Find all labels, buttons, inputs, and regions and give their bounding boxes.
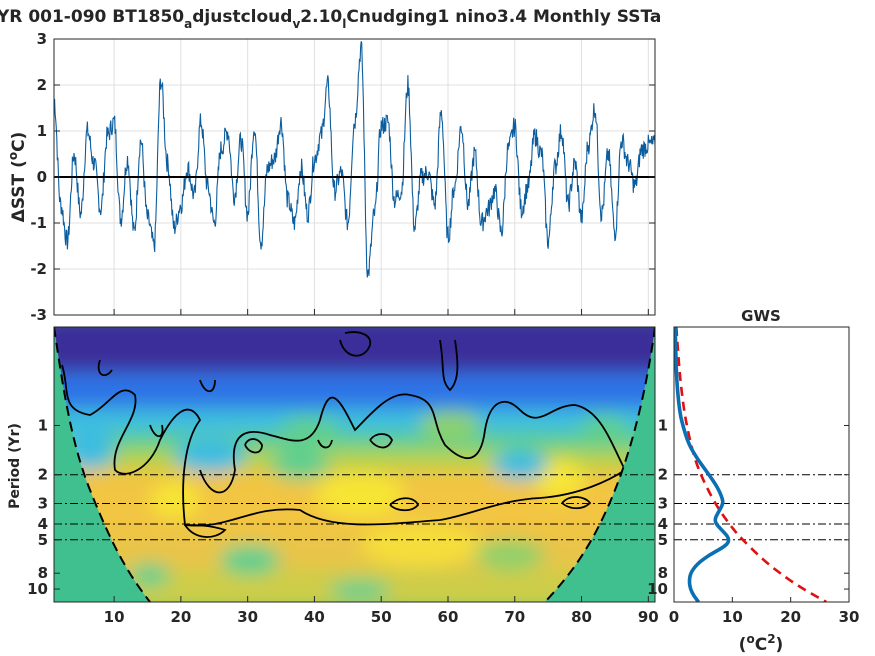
wavelet-x-tick-label: 60: [438, 608, 459, 626]
gws-x-ticks: 0 10 20 30: [669, 597, 860, 626]
timeseries-y-tick-label: 1: [37, 122, 47, 140]
gws-x-axis-label: (oC2): [739, 632, 784, 655]
gws-y-tick-label: 10: [647, 580, 668, 598]
wavelet-x-ticks: 10 20 30 40 50 60 70 80 90: [104, 596, 659, 626]
gws-title: GWS: [741, 307, 781, 325]
gws-x-tick-label: 0: [669, 608, 679, 626]
timeseries-panel: -3 -2 -1 0 1 2 3 ΔSST (oC): [6, 30, 656, 324]
gws-power-curve: [674, 327, 731, 602]
wavelet-x-tick-label: 80: [571, 608, 592, 626]
timeseries-y-tick-label: -1: [30, 214, 47, 232]
wavelet-y-tick-label: 5: [38, 531, 48, 549]
wavelet-reference-period-lines: [54, 474, 655, 541]
gws-y-tick-label: 5: [658, 531, 668, 549]
wavelet-x-tick-label: 70: [504, 608, 525, 626]
gws-axes-frame: [673, 326, 850, 603]
timeseries-y-tick-label: 3: [37, 30, 47, 48]
wavelet-x-tick-label: 30: [237, 608, 258, 626]
wavelet-x-tick-label: 40: [304, 608, 325, 626]
gws-x-tick-label: 30: [839, 608, 860, 626]
gws-y-tick-label: 1: [658, 416, 668, 434]
timeseries-y-axis-label: ΔSST (oC): [6, 132, 29, 223]
wavelet-x-tick-label: 90: [638, 608, 659, 626]
timeseries-y-tick-label: 2: [37, 76, 47, 94]
sst-series-line: [54, 41, 655, 278]
gws-red-noise-curve: [675, 327, 827, 602]
wavelet-power-field: [54, 327, 655, 602]
figure-title: YR 001-090 BT1850adjustcloudv2.10lCnudgi…: [0, 7, 661, 31]
wavelet-y-tick-label: 4: [38, 515, 48, 533]
wavelet-x-tick-label: 50: [371, 608, 392, 626]
timeseries-y-tick-label: 0: [37, 168, 47, 186]
cone-of-influence-boundary: [54, 327, 655, 602]
wavelet-y-ticks: 1 2 3 45 810: [27, 416, 60, 598]
wavelet-x-tick-label: 20: [170, 608, 191, 626]
gws-y-tick-label: 2: [658, 466, 668, 484]
wavelet-y-tick-label: 3: [38, 495, 48, 513]
wavelet-y-tick-label: 8: [38, 564, 48, 582]
gws-y-ticks: 1 2 3 45 810: [647, 416, 849, 598]
gws-y-tick-label: 3: [658, 495, 668, 513]
timeseries-y-tick-label: -3: [30, 306, 47, 324]
timeseries-y-ticks: -3 -2 -1 0 1 2 3: [30, 30, 655, 324]
wavelet-y-tick-label: 10: [27, 580, 48, 598]
significance-contours: [61, 331, 627, 538]
wavelet-x-tick-label: 10: [104, 608, 125, 626]
wavelet-y-axis-label: Period (Yr): [7, 423, 23, 509]
timeseries-y-tick-label: -2: [30, 260, 47, 278]
gws-reference-period-lines: [674, 474, 849, 541]
wavelet-y-tick-label: 1: [38, 416, 48, 434]
wavelet-y-tick-label: 2: [38, 466, 48, 484]
gws-y-tick-label: 8: [658, 564, 668, 582]
gws-y-tick-label: 4: [658, 515, 668, 533]
wavelet-axes-frame: [53, 326, 656, 603]
cone-of-influence: [54, 327, 655, 602]
gws-x-tick-label: 20: [780, 608, 801, 626]
gws-x-tick-label: 10: [722, 608, 743, 626]
